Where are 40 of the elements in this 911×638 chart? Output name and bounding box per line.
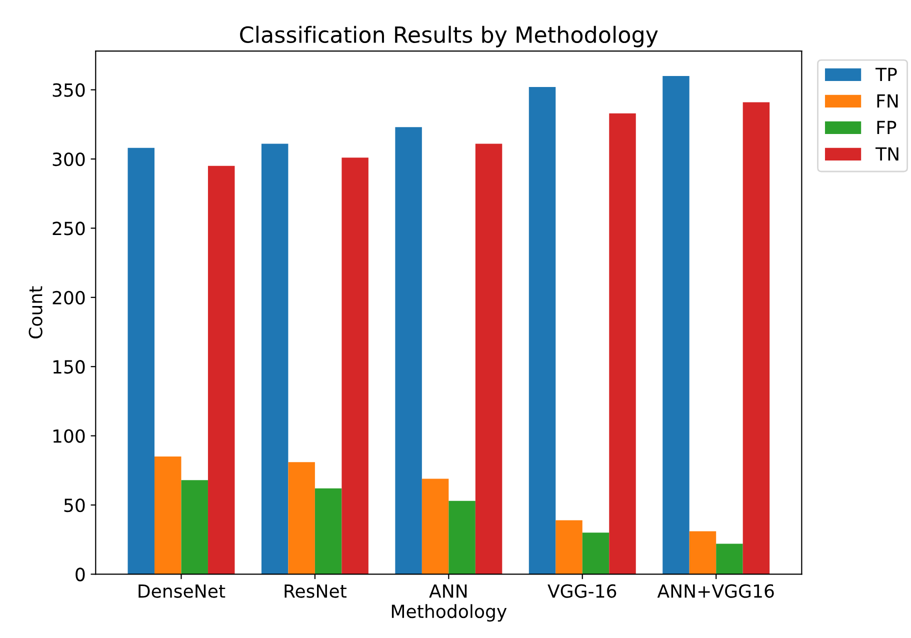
x-tick-label: ResNet: [284, 584, 346, 598]
bar: [556, 520, 582, 574]
bar: [422, 478, 449, 574]
bar: [609, 113, 636, 574]
bar: [448, 500, 476, 574]
legend-label: FP: [877, 120, 896, 134]
bar: [582, 532, 610, 574]
x-tick-label: ANN+VGG16: [657, 584, 774, 598]
bar: [154, 456, 182, 574]
bar: [689, 531, 716, 574]
y-tick-label: 0: [76, 568, 85, 582]
x-axis-title: Methodology: [392, 604, 507, 622]
legend-label: TP: [875, 68, 897, 82]
y-tick-label: 200: [52, 290, 85, 305]
bar: [208, 166, 235, 574]
y-tick-label: 100: [53, 429, 85, 443]
bar: [662, 76, 690, 574]
bar: [261, 144, 288, 574]
y-tick-label: 300: [52, 152, 85, 166]
y-tick-label: 250: [52, 222, 85, 236]
x-tick-label: DenseNet: [138, 584, 226, 598]
legend-label: TN: [875, 147, 898, 161]
y-tick-label: 50: [64, 498, 85, 512]
bar: [181, 480, 208, 574]
chart-title: Classification Results by Methodology: [240, 26, 658, 48]
bar: [742, 102, 770, 574]
y-axis-title: Count: [28, 286, 42, 338]
bar: [475, 144, 502, 574]
y-tick-label: 150: [53, 360, 85, 374]
x-tick-label: VGG-16: [548, 584, 616, 598]
bar: [395, 127, 422, 574]
bar: [128, 148, 154, 574]
bar: [314, 488, 342, 574]
bar: [288, 462, 315, 574]
y-tick-label: 350: [52, 83, 85, 97]
legend-label: FN: [877, 94, 898, 108]
bar: [716, 544, 743, 574]
bar: [342, 158, 368, 574]
x-tick-label: ANN: [429, 584, 467, 598]
bar: [528, 87, 556, 574]
